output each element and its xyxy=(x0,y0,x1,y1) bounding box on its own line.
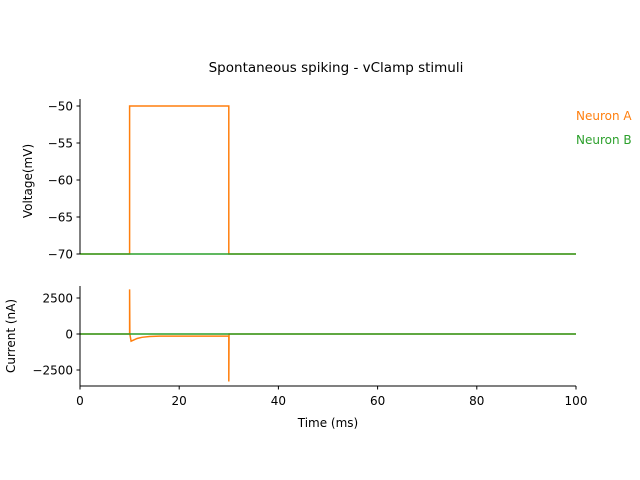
voltage-series-lines xyxy=(80,105,576,255)
current-series-line-0 xyxy=(80,289,576,382)
voltage-y-tick-label: −55 xyxy=(48,137,73,151)
voltage-panel: −50−55−60−65−70 Voltage(mV) Neuron ANeur… xyxy=(21,99,632,262)
time-x-tick-label: 20 xyxy=(172,394,187,408)
legend-entry-1: Neuron B xyxy=(576,133,632,147)
current-y-tick-label: 2500 xyxy=(42,292,73,306)
time-x-tick-label: 40 xyxy=(271,394,286,408)
current-series-lines xyxy=(80,289,576,382)
legend: Neuron A Neuron B xyxy=(576,109,632,147)
voltage-y-tick-label: −70 xyxy=(48,248,73,262)
current-y-tick-label: 0 xyxy=(65,328,73,342)
voltage-y-tick-label: −50 xyxy=(48,100,73,114)
voltage-y-tick-label: −65 xyxy=(48,211,73,225)
time-x-axis-label: Time (ms) xyxy=(297,416,359,430)
time-x-ticks: 0 20 40 60 80 100 xyxy=(76,386,587,408)
time-x-tick-label: 100 xyxy=(565,394,588,408)
current-y-tick-label: −2500 xyxy=(32,364,73,378)
time-x-tick-label: 0 xyxy=(76,394,84,408)
voltage-y-ticks: −50 −55 −60 −65 −70 xyxy=(48,100,80,262)
chart-title: Spontaneous spiking - vClamp stimuli xyxy=(209,60,464,76)
current-y-ticks: 2500 0 −2500 xyxy=(32,292,80,378)
time-x-tick-label: 80 xyxy=(469,394,484,408)
voltage-y-tick-label: −60 xyxy=(48,174,73,188)
time-x-tick-label: 60 xyxy=(370,394,385,408)
current-y-axis-label: Current (nA) xyxy=(4,299,18,373)
legend-entry-0: Neuron A xyxy=(576,109,632,123)
voltage-y-axis-label: Voltage(mV) xyxy=(21,144,35,218)
current-panel: 2500 0 −2500 0 20 40 60 80 100 Current (nA) Tim… xyxy=(4,286,587,430)
voltage-series-line-0 xyxy=(80,105,576,255)
